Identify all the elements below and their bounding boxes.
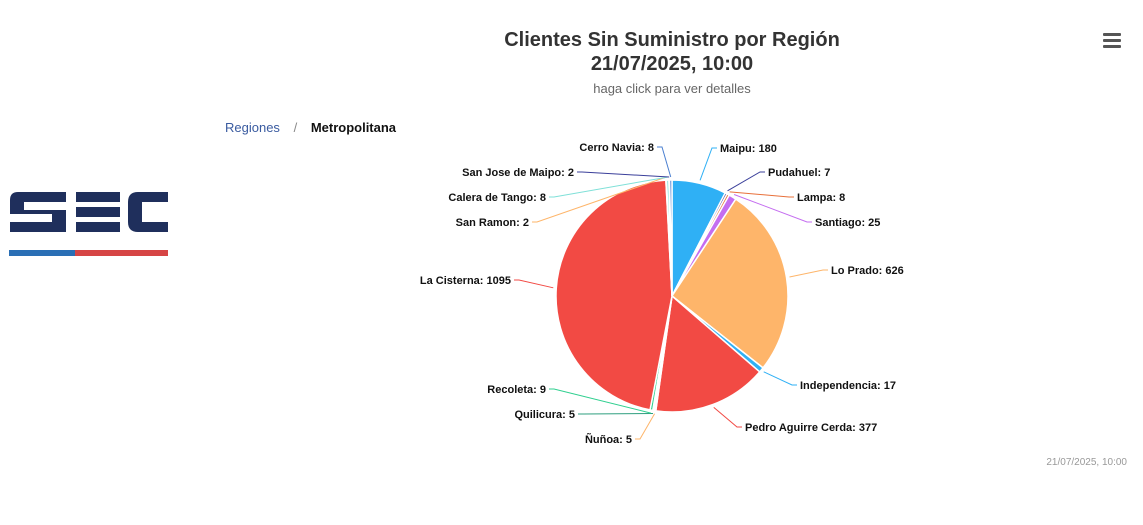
connector-recoleta [549, 388, 651, 414]
connector-pedro-aguirre-cerda [713, 407, 742, 428]
chart-title: Clientes Sin Suministro por Región 21/07… [372, 28, 972, 76]
breadcrumb-current: Metropolitana [310, 120, 397, 135]
data-label-pudahuel[interactable]: Pudahuel: 7 [768, 167, 830, 179]
connector-san-ramon [532, 176, 667, 223]
data-label-cerro-navia[interactable]: Cerro Navia: 8 [579, 142, 654, 154]
data-label-lo-prado[interactable]: Lo Prado: 626 [831, 265, 904, 277]
connector-nunoa [635, 413, 656, 440]
data-label-recoleta[interactable]: Recoleta: 9 [487, 384, 546, 396]
connector-san-jose-de-maipo [577, 171, 670, 178]
data-label-pedro-aguirre-cerda[interactable]: Pedro Aguirre Cerda: 377 [745, 422, 877, 434]
chart-title-line1: Clientes Sin Suministro por Región [504, 29, 840, 51]
connector-calera-de-tango [549, 176, 668, 198]
connector-cerro-navia [657, 146, 672, 178]
breadcrumb-regiones-link[interactable]: Regiones [225, 120, 280, 135]
data-label-nunoa[interactable]: Ñuñoa: 5 [585, 433, 632, 446]
data-label-san-jose-de-maipo[interactable]: San Jose de Maipo: 2 [462, 167, 574, 179]
connector-lampa [729, 191, 794, 198]
breadcrumb-separator: / [293, 120, 298, 135]
connector-la-cisterna [514, 279, 554, 289]
chart-subtitle: haga click para ver detalles [593, 81, 751, 96]
data-label-independencia[interactable]: Independencia: 17 [800, 380, 896, 392]
chart-title-line2: 21/07/2025, 10:00 [590, 53, 754, 75]
connector-quilicura [578, 412, 654, 415]
connector-lo-prado [789, 269, 828, 278]
data-label-quilicura[interactable]: Quilicura: 5 [514, 409, 575, 421]
pie-slice-cerro-navia[interactable] [668, 179, 673, 297]
data-label-lampa[interactable]: Lampa: 8 [797, 192, 845, 204]
pie-slice-lo-prado[interactable] [670, 198, 789, 369]
sec-logo [8, 186, 170, 263]
connector-independencia [763, 371, 797, 386]
chart-credits: 21/07/2025, 10:00 [1046, 457, 1127, 468]
hamburger-icon[interactable] [1103, 33, 1121, 49]
data-label-maipu[interactable]: Maipu: 180 [720, 143, 777, 155]
connector-pudahuel [727, 171, 765, 192]
pie-slice-pedro-aguirre-cerda[interactable] [654, 294, 761, 413]
breadcrumb: Regiones / Metropolitana [225, 120, 396, 135]
data-label-calera-de-tango[interactable]: Calera de Tango: 8 [448, 192, 546, 204]
pie-slice-la-cisterna[interactable] [555, 179, 673, 411]
data-label-santiago[interactable]: Santiago: 25 [815, 217, 880, 229]
connector-maipu [699, 147, 717, 181]
data-label-san-ramon[interactable]: San Ramon: 2 [456, 217, 529, 229]
data-label-la-cisterna[interactable]: La Cisterna: 1095 [420, 275, 511, 287]
sec-logo-graphic [9, 192, 168, 256]
connector-santiago [733, 194, 812, 223]
